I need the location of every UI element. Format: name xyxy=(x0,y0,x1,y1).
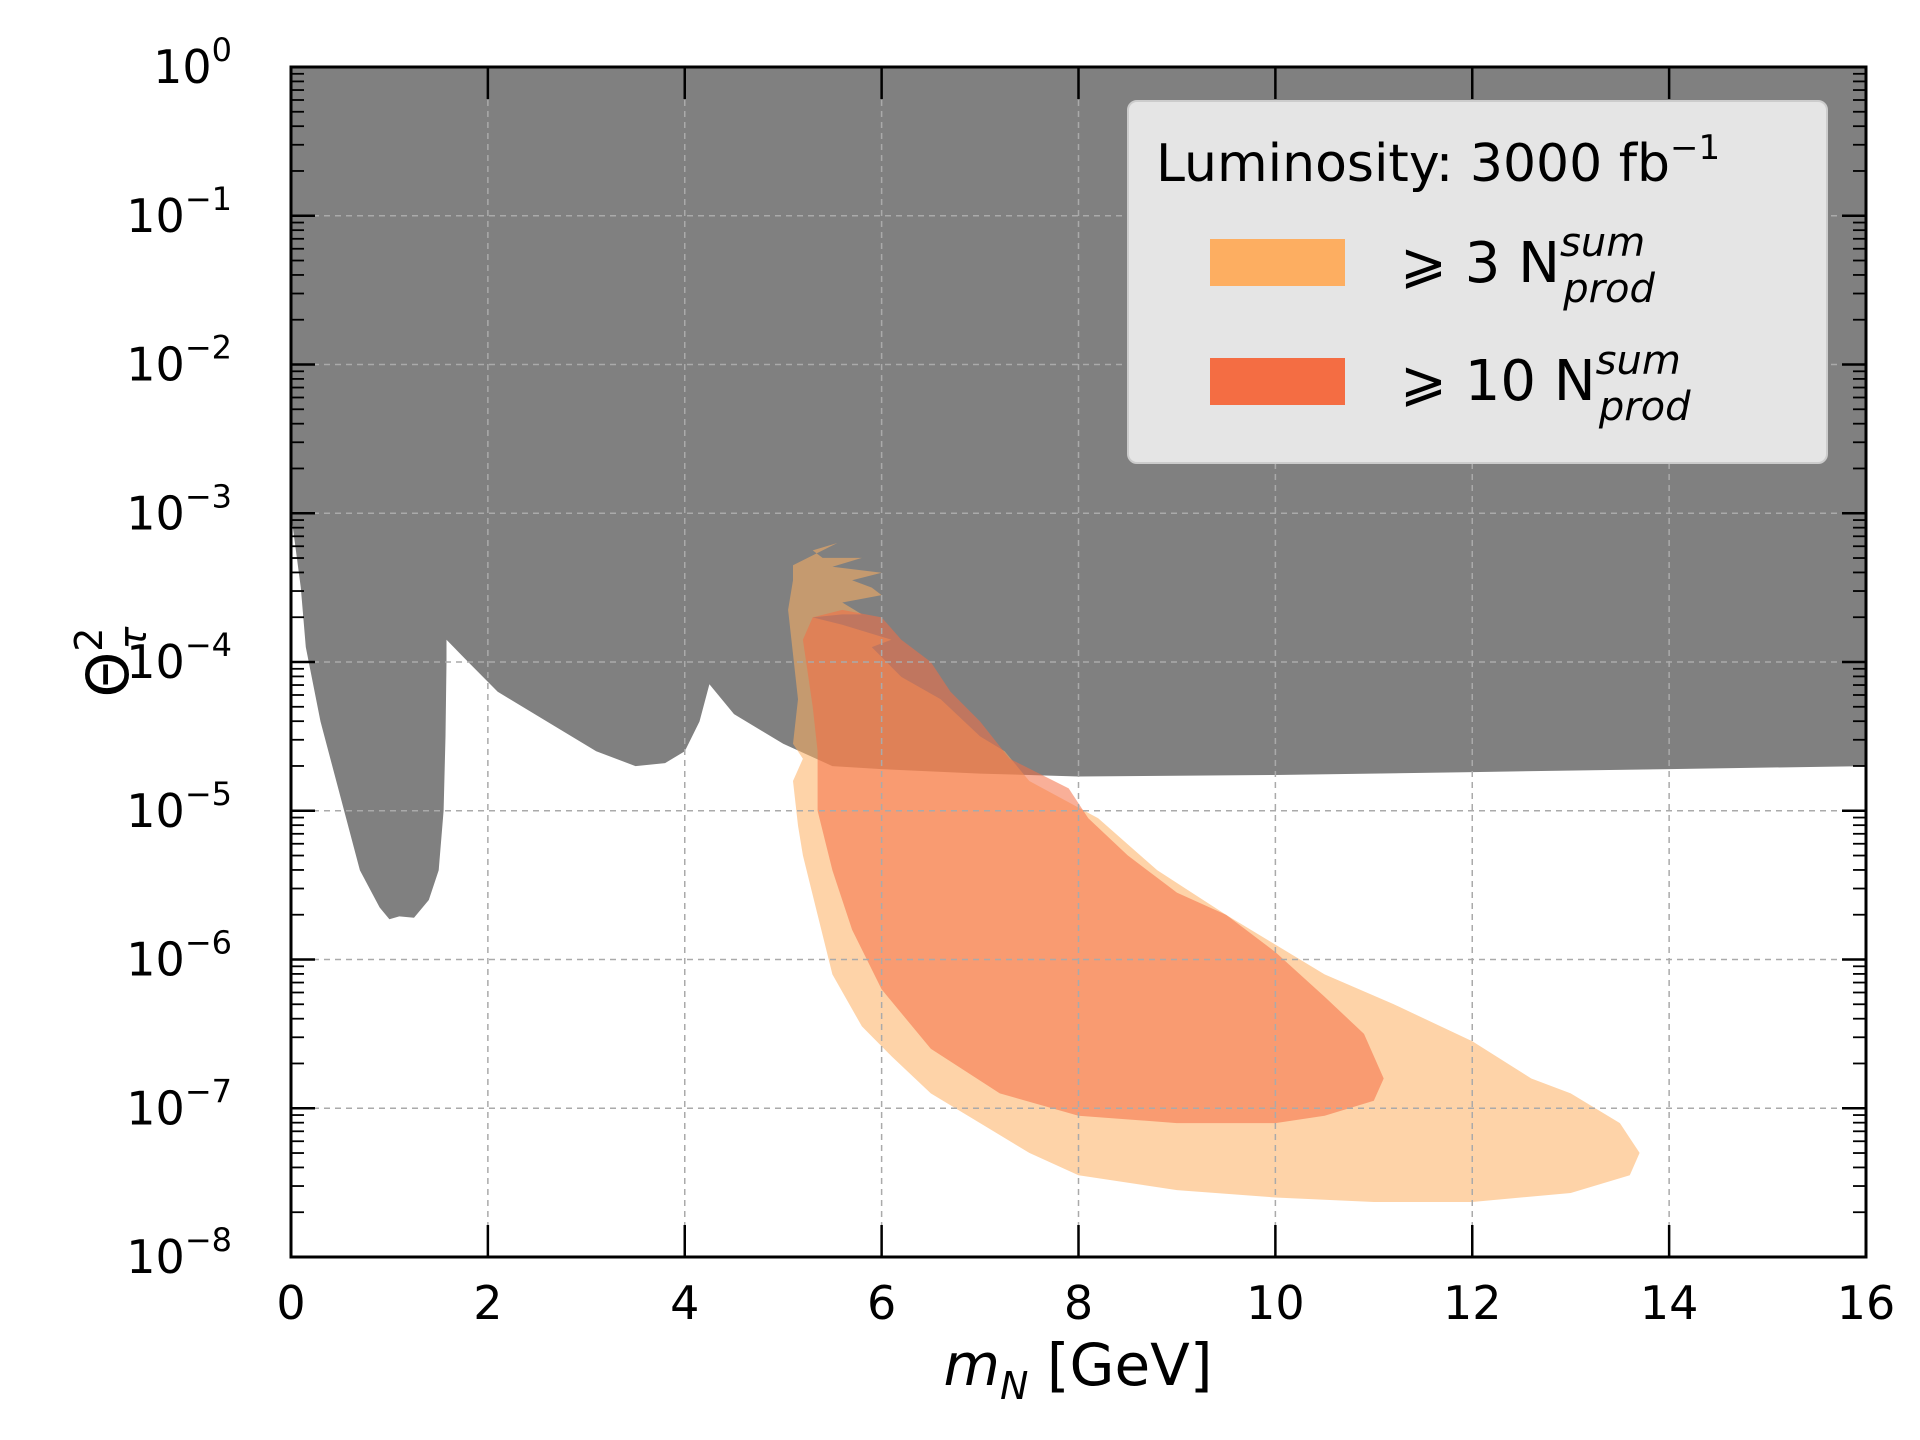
x-tick-label: 2 xyxy=(473,1276,502,1330)
y-tick-label: 10−2 xyxy=(126,329,232,392)
legend-entry-10: ⩾ 10 Nsum prod xyxy=(1400,338,1691,430)
y-tick-label: 10−8 xyxy=(126,1221,232,1284)
plot-frame xyxy=(289,65,1868,1259)
y-tick-label: 10−4 xyxy=(126,626,232,689)
y-axis-sub: τ xyxy=(111,626,155,650)
x-axis-unit: [GeV] xyxy=(1028,1331,1212,1399)
x-tick-label: 14 xyxy=(1640,1276,1699,1330)
y-axis-label: Θ2τ xyxy=(67,626,155,698)
x-tick-label: 8 xyxy=(1064,1276,1093,1330)
x-tick-label: 16 xyxy=(1837,1276,1896,1330)
y-tick-label: 10−5 xyxy=(126,775,232,838)
legend-title: Luminosity: 3000 fb−1 xyxy=(1156,128,1720,194)
minor-ticks xyxy=(291,72,1866,1214)
legend-swatch-10 xyxy=(1210,358,1345,405)
x-axis-label: mN [GeV] xyxy=(944,1331,1213,1408)
y-tick-label: 10−7 xyxy=(126,1072,232,1135)
sensitivity-10-area xyxy=(802,609,1384,1124)
y-tick-label: 10−1 xyxy=(126,180,232,243)
y-axis-sup: 2 xyxy=(67,628,111,652)
x-axis-sub: N xyxy=(1000,1364,1028,1408)
x-tick-labels: 0 2 4 6 8 10 12 14 16 xyxy=(276,1276,1895,1330)
legend: Luminosity: 3000 fb−1 ⩾ 3 Nsum prod ⩾ 10 … xyxy=(1127,100,1828,464)
y-tick-label: 100 xyxy=(153,31,232,94)
y-axis-var: Θ xyxy=(74,652,142,698)
x-axis-var: m xyxy=(944,1331,1001,1399)
x-tick-label: 0 xyxy=(276,1276,305,1330)
x-tick-label: 10 xyxy=(1246,1276,1305,1330)
x-tick-label: 12 xyxy=(1443,1276,1502,1330)
y-tick-label: 10−3 xyxy=(126,477,232,540)
x-tick-label: 6 xyxy=(867,1276,896,1330)
legend-title-sup: −1 xyxy=(1670,128,1720,168)
x-tick-label: 4 xyxy=(670,1276,699,1330)
y-tick-labels: 100 10−1 10−2 10−3 10−4 10−5 10−6 10−7 10−8 xyxy=(126,31,232,1284)
y-tick-label: 10−6 xyxy=(126,924,232,987)
legend-entry-3: ⩾ 3 Nsum prod xyxy=(1400,220,1656,312)
legend-swatch-3 xyxy=(1210,239,1345,286)
